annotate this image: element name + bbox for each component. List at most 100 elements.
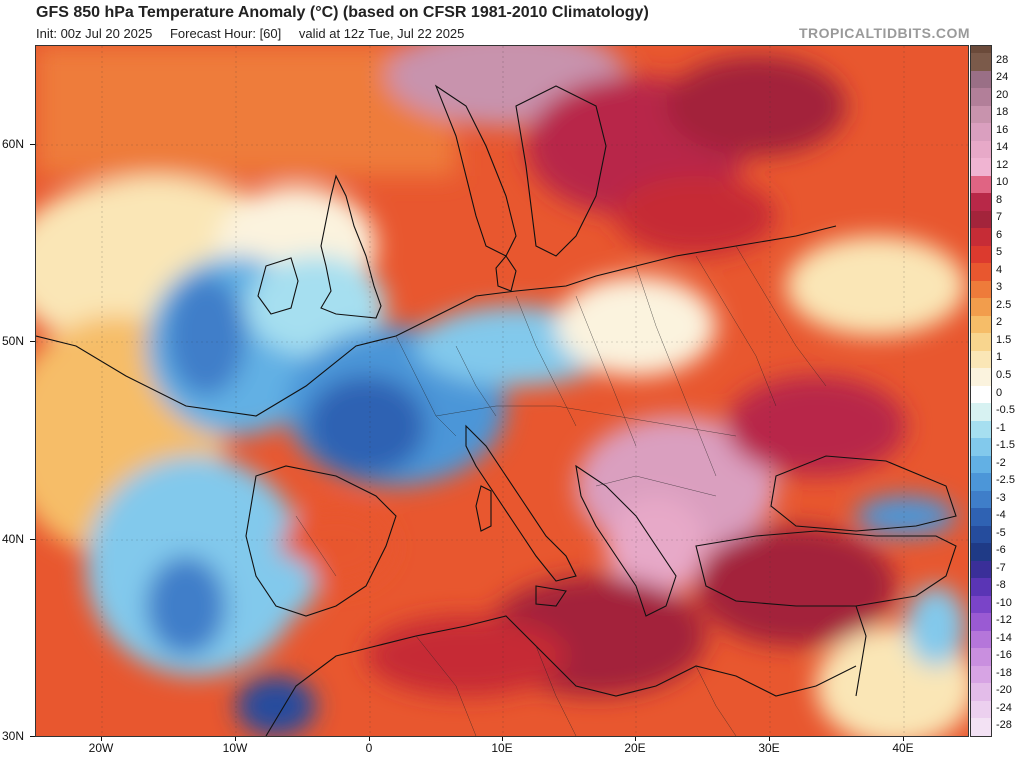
- colorbar-segment: [971, 490, 991, 509]
- colorbar-label: -5: [996, 526, 1006, 539]
- colorbar-segment: [971, 700, 991, 719]
- colorbar-label: -7: [996, 561, 1006, 574]
- colorbar-segment: [971, 508, 991, 527]
- colorbar-label: 14: [996, 141, 1009, 154]
- colorbar-segment: [971, 140, 991, 159]
- lat-label-50n: 50N: [2, 334, 25, 348]
- colorbar-label: -1: [996, 421, 1006, 434]
- map-subtitle: Init: 00z Jul 20 2025 Forecast Hour: [60…: [36, 26, 478, 41]
- colorbar-segment: [971, 46, 991, 53]
- coastlines: [36, 84, 957, 736]
- colorbar-segment: [971, 263, 991, 282]
- colorbar-segment: [971, 525, 991, 544]
- colorbar-label: -1.5: [996, 439, 1015, 452]
- valid-time: valid at 12z Tue, Jul 22 2025: [298, 26, 465, 41]
- colorbar-segment: [971, 280, 991, 299]
- lon-label-40e: 40E: [892, 741, 914, 755]
- watermark: TROPICALTIDBITS.COM: [798, 25, 970, 41]
- colorbar-label: -6: [996, 544, 1006, 557]
- colorbar-label: 0.5: [996, 368, 1012, 381]
- colorbar-label: 24: [996, 71, 1009, 84]
- colorbar-segment: [971, 350, 991, 369]
- colorbar-label: 3: [996, 281, 1003, 294]
- colorbar-segment: [971, 333, 991, 352]
- colorbar-segment: [971, 473, 991, 492]
- colorbar-segment: [971, 105, 991, 124]
- colorbar-segment: [971, 210, 991, 229]
- colorbar-segment: [971, 158, 991, 177]
- colorbar-label: 28: [996, 53, 1009, 66]
- map-title: GFS 850 hPa Temperature Anomaly (°C) (ba…: [36, 4, 649, 21]
- lon-label-30e: 30E: [758, 741, 780, 755]
- lon-tick: [502, 737, 503, 741]
- colorbar-label: 6: [996, 228, 1003, 241]
- colorbar-segment: [971, 53, 991, 71]
- colorbar-label: 5: [996, 246, 1003, 259]
- colorbar-segment: [971, 175, 991, 194]
- colorbar-segment: [971, 578, 991, 597]
- colorbar-segment: [971, 368, 991, 387]
- colorbar-segment: [971, 245, 991, 264]
- forecast-hour: Forecast Hour: [60]: [169, 26, 282, 41]
- lat-tick: [30, 539, 35, 540]
- colorbar-segment: [971, 543, 991, 562]
- colorbar-segment: [971, 123, 991, 142]
- anomaly-field: [36, 46, 968, 736]
- colorbar-segment: [971, 595, 991, 614]
- colorbar-label: 12: [996, 158, 1009, 171]
- colorbar-segment: [971, 438, 991, 457]
- lon-tick: [369, 737, 370, 741]
- lon-label-10w: 10W: [222, 741, 248, 755]
- lat-label-60n: 60N: [2, 137, 25, 151]
- colorbar-label: 1.5: [996, 333, 1012, 346]
- colorbar-segment: [971, 70, 991, 89]
- colorbar-segment: [971, 613, 991, 632]
- lat-tick: [30, 341, 35, 342]
- lon-label-0: 0: [365, 741, 373, 755]
- colorbar-label: -12: [996, 614, 1012, 627]
- colorbar-label: 0: [996, 386, 1003, 399]
- colorbar-label: -24: [996, 701, 1012, 714]
- lon-label-20w: 20W: [88, 741, 114, 755]
- colorbar: [970, 45, 992, 737]
- colorbar-segment: [971, 455, 991, 474]
- colorbar-segment: [971, 193, 991, 212]
- lat-label-40n: 40N: [2, 532, 25, 546]
- lon-label-20e: 20E: [624, 741, 646, 755]
- colorbar-label: -28: [996, 719, 1012, 732]
- colorbar-label: -10: [996, 596, 1012, 609]
- colorbar-label: -2.5: [996, 474, 1015, 487]
- lon-tick: [101, 737, 102, 741]
- colorbar-label: -18: [996, 666, 1012, 679]
- colorbar-label: 16: [996, 123, 1009, 136]
- colorbar-segment: [971, 665, 991, 684]
- colorbar-label: 2: [996, 316, 1003, 329]
- colorbar-label: 18: [996, 106, 1009, 119]
- colorbar-label: 2.5: [996, 298, 1012, 311]
- lon-tick: [235, 737, 236, 741]
- lon-tick: [903, 737, 904, 741]
- colorbar-label: 10: [996, 176, 1009, 189]
- colorbar-label: -20: [996, 684, 1012, 697]
- map-canvas: [36, 46, 968, 736]
- borders: [295, 245, 827, 736]
- colorbar-segment: [971, 228, 991, 247]
- colorbar-segment: [971, 420, 991, 439]
- colorbar-label: 7: [996, 211, 1003, 224]
- colorbar-segment: [971, 403, 991, 422]
- colorbar-segment: [971, 298, 991, 317]
- colorbar-segment: [971, 683, 991, 702]
- lon-tick: [769, 737, 770, 741]
- colorbar-label: -2: [996, 456, 1006, 469]
- colorbar-segment: [971, 560, 991, 579]
- colorbar-segment: [971, 630, 991, 649]
- lat-label-30n: 30N: [2, 729, 25, 743]
- lat-tick: [30, 144, 35, 145]
- colorbar-label: -16: [996, 649, 1012, 662]
- colorbar-segment: [971, 315, 991, 334]
- anomaly-map[interactable]: [35, 45, 969, 737]
- colorbar-segment: [971, 648, 991, 667]
- colorbar-label: 4: [996, 263, 1003, 276]
- init-time: Init: 00z Jul 20 2025: [36, 26, 153, 41]
- colorbar-label: 20: [996, 88, 1009, 101]
